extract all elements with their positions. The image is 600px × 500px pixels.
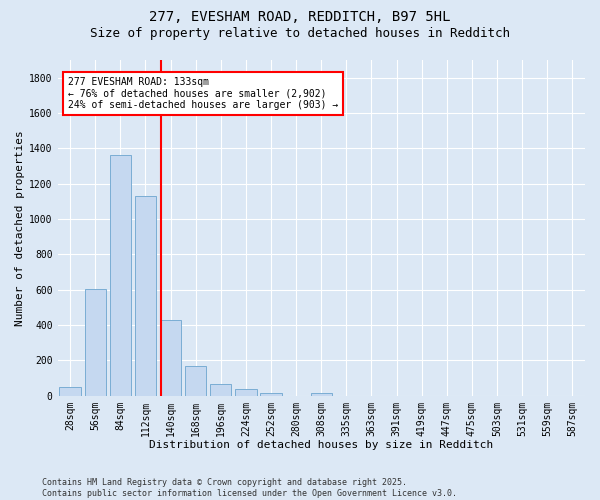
Bar: [135, 196, 156, 396]
Bar: [260, 393, 282, 396]
Bar: [185, 366, 206, 396]
Text: 277, EVESHAM ROAD, REDDITCH, B97 5HL: 277, EVESHAM ROAD, REDDITCH, B97 5HL: [149, 10, 451, 24]
Text: Contains HM Land Registry data © Crown copyright and database right 2025.
Contai: Contains HM Land Registry data © Crown c…: [42, 478, 457, 498]
Bar: [160, 320, 181, 396]
X-axis label: Distribution of detached houses by size in Redditch: Distribution of detached houses by size …: [149, 440, 493, 450]
Bar: [110, 154, 131, 396]
Y-axis label: Number of detached properties: Number of detached properties: [15, 130, 25, 326]
Text: Size of property relative to detached houses in Redditch: Size of property relative to detached ho…: [90, 28, 510, 40]
Bar: [235, 388, 257, 396]
Bar: [311, 393, 332, 396]
Bar: [210, 384, 232, 396]
Bar: [85, 289, 106, 396]
Text: 277 EVESHAM ROAD: 133sqm
← 76% of detached houses are smaller (2,902)
24% of sem: 277 EVESHAM ROAD: 133sqm ← 76% of detach…: [68, 77, 338, 110]
Bar: [59, 387, 81, 396]
